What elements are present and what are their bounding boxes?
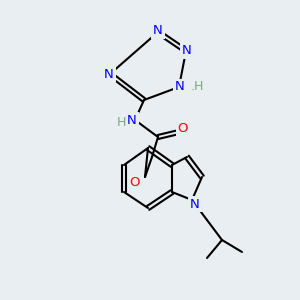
Text: N: N (104, 68, 114, 80)
Text: O: O (130, 176, 140, 188)
Text: .H: .H (191, 80, 204, 92)
Text: N: N (127, 113, 137, 127)
Text: N: N (182, 44, 192, 58)
Text: N: N (190, 197, 200, 211)
Text: H: H (116, 116, 126, 130)
Text: O: O (178, 122, 188, 134)
Text: N: N (153, 25, 163, 38)
Text: N: N (175, 80, 185, 94)
